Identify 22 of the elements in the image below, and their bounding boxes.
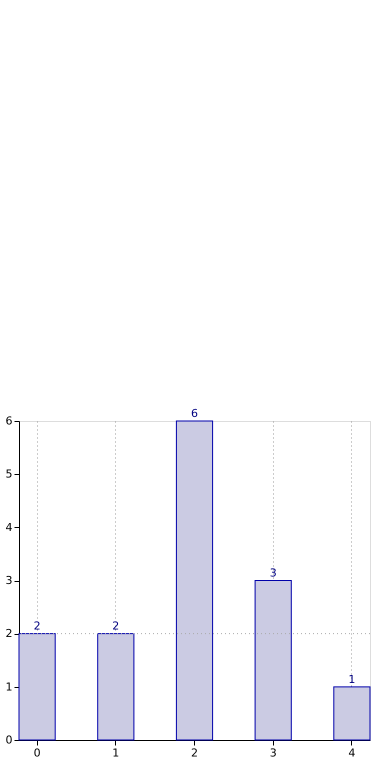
data-label: 2 bbox=[34, 620, 41, 633]
x-tick-label: 0 bbox=[34, 746, 41, 760]
bar bbox=[97, 633, 134, 740]
y-tick-label: 3 bbox=[6, 574, 12, 587]
y-tick-label: 1 bbox=[6, 680, 12, 694]
bar bbox=[176, 420, 214, 740]
x-tick-label: 3 bbox=[270, 746, 277, 760]
data-label: 1 bbox=[348, 672, 356, 686]
y-tick-label: 4 bbox=[6, 520, 12, 534]
y-tick-label: 5 bbox=[6, 468, 12, 481]
data-label: 3 bbox=[270, 566, 277, 580]
bar bbox=[333, 686, 370, 740]
x-tick-label: 2 bbox=[191, 746, 198, 760]
bar bbox=[18, 633, 56, 740]
y-tick-label: 6 bbox=[6, 414, 12, 428]
x-tick-label: 4 bbox=[348, 746, 356, 760]
y-tick-label: 0 bbox=[6, 734, 12, 746]
x-tick-label: 1 bbox=[112, 746, 120, 760]
y-tick-label: 2 bbox=[6, 627, 12, 640]
data-label: 6 bbox=[191, 407, 198, 420]
bar bbox=[254, 580, 292, 740]
data-label: 2 bbox=[112, 620, 120, 633]
